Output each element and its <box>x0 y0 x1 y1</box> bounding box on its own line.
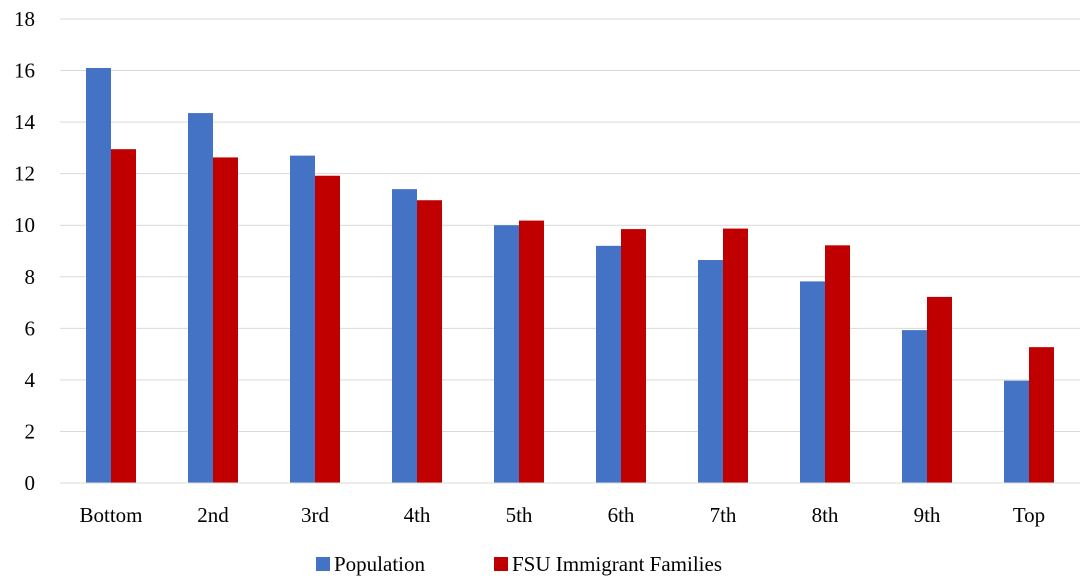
bar-fsu-immigrant-families-5th <box>519 220 544 484</box>
y-axis-tick-labels: 0 2 4 6 8 10 12 14 16 18 <box>14 7 36 495</box>
legend-label-population: Population <box>334 552 426 576</box>
legend: Population FSU Immigrant Families <box>316 552 722 576</box>
x-category-label: 6th <box>608 503 635 527</box>
legend-swatch-population <box>316 557 330 571</box>
bar-fsu-immigrant-families-2nd <box>213 157 238 483</box>
bar-fsu-immigrant-families-4th <box>417 200 442 483</box>
y-tick-label: 12 <box>14 162 35 186</box>
y-tick-label: 4 <box>25 368 36 392</box>
y-tick-label: 8 <box>25 265 36 289</box>
bar-population-5th <box>494 225 519 483</box>
bar-population-4th <box>392 189 417 483</box>
x-category-label: 3rd <box>301 503 329 527</box>
bar-population-2nd <box>188 113 213 483</box>
bar-fsu-immigrant-families-7th <box>723 228 748 483</box>
x-category-label: Top <box>1013 503 1045 527</box>
bars <box>86 67 1054 484</box>
y-tick-label: 6 <box>25 316 36 340</box>
bar-population-8th <box>800 281 825 483</box>
x-category-label: 8th <box>812 503 839 527</box>
legend-swatch-fsu-immigrant-families <box>494 557 508 571</box>
x-category-label: 9th <box>914 503 941 527</box>
bar-population-7th <box>698 260 723 483</box>
y-tick-label: 10 <box>14 213 35 237</box>
x-category-label: 5th <box>506 503 533 527</box>
y-tick-label: 2 <box>25 419 36 443</box>
legend-label-fsu-immigrant-families: FSU Immigrant Families <box>512 552 722 576</box>
y-tick-label: 14 <box>14 110 36 134</box>
y-tick-label: 0 <box>25 471 36 495</box>
x-category-label: 7th <box>710 503 737 527</box>
y-tick-label: 16 <box>14 59 35 83</box>
bar-fsu-immigrant-families-bottom <box>111 149 136 483</box>
x-category-label: 2nd <box>197 503 229 527</box>
bar-population-top <box>1004 380 1029 483</box>
bar-population-3rd <box>290 155 315 483</box>
bar-fsu-immigrant-families-9th <box>927 296 952 483</box>
bar-fsu-immigrant-families-top <box>1029 347 1054 483</box>
bar-fsu-immigrant-families-6th <box>621 229 646 483</box>
x-axis-category-labels: Bottom 2nd 3rd 4th 5th 6th 7th 8th 9th Top <box>79 503 1045 527</box>
bar-population-9th <box>902 330 927 483</box>
bar-fsu-immigrant-families-3rd <box>315 175 340 483</box>
x-category-label: 4th <box>404 503 431 527</box>
bar-fsu-immigrant-families-8th <box>825 245 850 483</box>
bar-population-bottom <box>86 67 111 483</box>
x-category-label: Bottom <box>79 503 142 527</box>
bar-population-6th <box>596 245 621 483</box>
y-tick-label: 18 <box>14 7 35 31</box>
